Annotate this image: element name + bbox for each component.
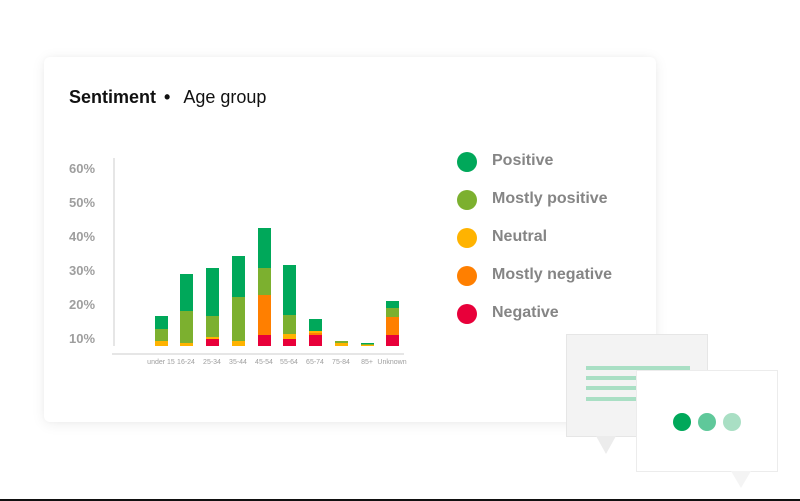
- bar-16-24: [179, 273, 193, 346]
- bubble-tail-icon: [731, 471, 751, 488]
- bar-segment-negative: [257, 335, 271, 346]
- x-tick-label: 35-44: [229, 359, 247, 366]
- bar-segment-mostly-positive: [154, 329, 168, 341]
- bar-segment-mostly-negative: [385, 317, 399, 336]
- x-axis-line: [112, 353, 404, 355]
- x-tick-label: Unknown: [377, 359, 407, 366]
- bar-segment-neutral: [282, 334, 296, 340]
- bar-unknown: [385, 301, 399, 346]
- bar-segment-negative: [308, 335, 322, 346]
- bar-55-64: [282, 265, 296, 346]
- x-tick-label: 55-64: [280, 359, 298, 366]
- bar-segment-negative: [205, 339, 219, 346]
- text-line-icon: [586, 366, 690, 370]
- bar-segment-negative: [282, 339, 296, 346]
- bar-segment-positive: [385, 301, 399, 309]
- bar-35-44: [231, 255, 245, 346]
- legend-dot-icon: [457, 152, 477, 172]
- legend-dot-icon: [457, 228, 477, 248]
- typing-dot-icon: [698, 413, 716, 431]
- bar-segment-mostly-negative: [257, 295, 271, 336]
- y-tick-50: 50%: [69, 195, 96, 210]
- chart-title-main: Sentiment: [69, 87, 157, 107]
- bar-segment-mostly-positive: [385, 308, 399, 318]
- bar-segment-positive: [257, 228, 271, 269]
- bar-segment-neutral: [179, 342, 193, 346]
- text-line-icon: [586, 386, 638, 390]
- chart-card: Sentiment • Age group 60% 50% 40% 30% 20% …: [44, 57, 656, 422]
- legend-dot-icon: [457, 304, 477, 324]
- bar-segment-mostly-positive: [334, 340, 348, 343]
- y-axis-line: [113, 158, 115, 346]
- y-tick-40: 40%: [69, 229, 96, 244]
- x-tick-label: 65-74: [306, 359, 324, 366]
- bar-segment-positive: [308, 319, 322, 332]
- bar-segment-mostly-positive: [231, 297, 245, 341]
- x-tick-label: under 15: [147, 359, 175, 366]
- bar-under-15: [154, 316, 168, 346]
- bar-75-84: [334, 340, 348, 346]
- bar-25-34: [205, 268, 219, 346]
- bar-segment-neutral: [231, 340, 245, 346]
- x-tick-label: 45-54: [255, 359, 273, 366]
- x-tick-label: 25-34: [203, 359, 221, 366]
- bar-segment-mostly-positive: [179, 310, 193, 343]
- bar-segment-positive: [154, 316, 168, 329]
- bar-segment-mostly-positive: [257, 268, 271, 295]
- legend-label: Neutral: [492, 228, 548, 245]
- bar-segment-neutral: [205, 337, 219, 340]
- legend-dot-icon: [457, 190, 477, 210]
- bar-segment-positive: [360, 342, 374, 344]
- bar-segment-neutral: [360, 344, 374, 346]
- legend-label: Negative: [492, 304, 559, 321]
- chart-title: Sentiment • Age group: [69, 87, 266, 108]
- legend-label: Mostly negative: [492, 266, 613, 283]
- legend-dot-icon: [457, 266, 477, 286]
- x-tick-label: 85+: [361, 359, 373, 366]
- bar-segment-positive: [231, 255, 245, 298]
- typing-dot-icon: [723, 413, 741, 431]
- typing-dot-icon: [673, 413, 691, 431]
- message-bubble-typing: [636, 370, 778, 472]
- bottom-rule: [0, 499, 800, 501]
- bar-85+: [360, 342, 374, 346]
- y-tick-20: 20%: [69, 297, 96, 312]
- bar-segment-mostly-negative: [308, 333, 322, 336]
- x-tick-label: 75-84: [332, 359, 350, 366]
- bar-segment-mostly-positive: [360, 343, 374, 345]
- y-tick-10: 10%: [69, 331, 96, 346]
- chart-title-subtitle: Age group: [183, 87, 267, 107]
- bar-65-74: [308, 319, 322, 346]
- bar-segment-neutral: [154, 340, 168, 346]
- bar-segment-positive: [205, 268, 219, 317]
- bar-segment-positive: [179, 273, 193, 311]
- bar-segment-mostly-positive: [205, 316, 219, 338]
- bar-segment-mostly-positive: [282, 315, 296, 335]
- text-line-icon: [586, 397, 638, 401]
- y-tick-30: 30%: [69, 263, 96, 278]
- bar-segment-positive: [282, 265, 296, 316]
- text-line-icon: [586, 376, 638, 380]
- title-separator: •: [164, 87, 171, 107]
- legend-label: Positive: [492, 152, 554, 169]
- x-tick-label: 16-24: [177, 359, 195, 366]
- legend-label: Mostly positive: [492, 190, 608, 207]
- y-tick-60: 60%: [69, 161, 96, 176]
- bubble-tail-icon: [596, 436, 616, 454]
- bar-segment-neutral: [334, 342, 348, 346]
- bar-45-54: [257, 228, 271, 346]
- bar-segment-neutral: [308, 331, 322, 334]
- bar-segment-negative: [385, 335, 399, 346]
